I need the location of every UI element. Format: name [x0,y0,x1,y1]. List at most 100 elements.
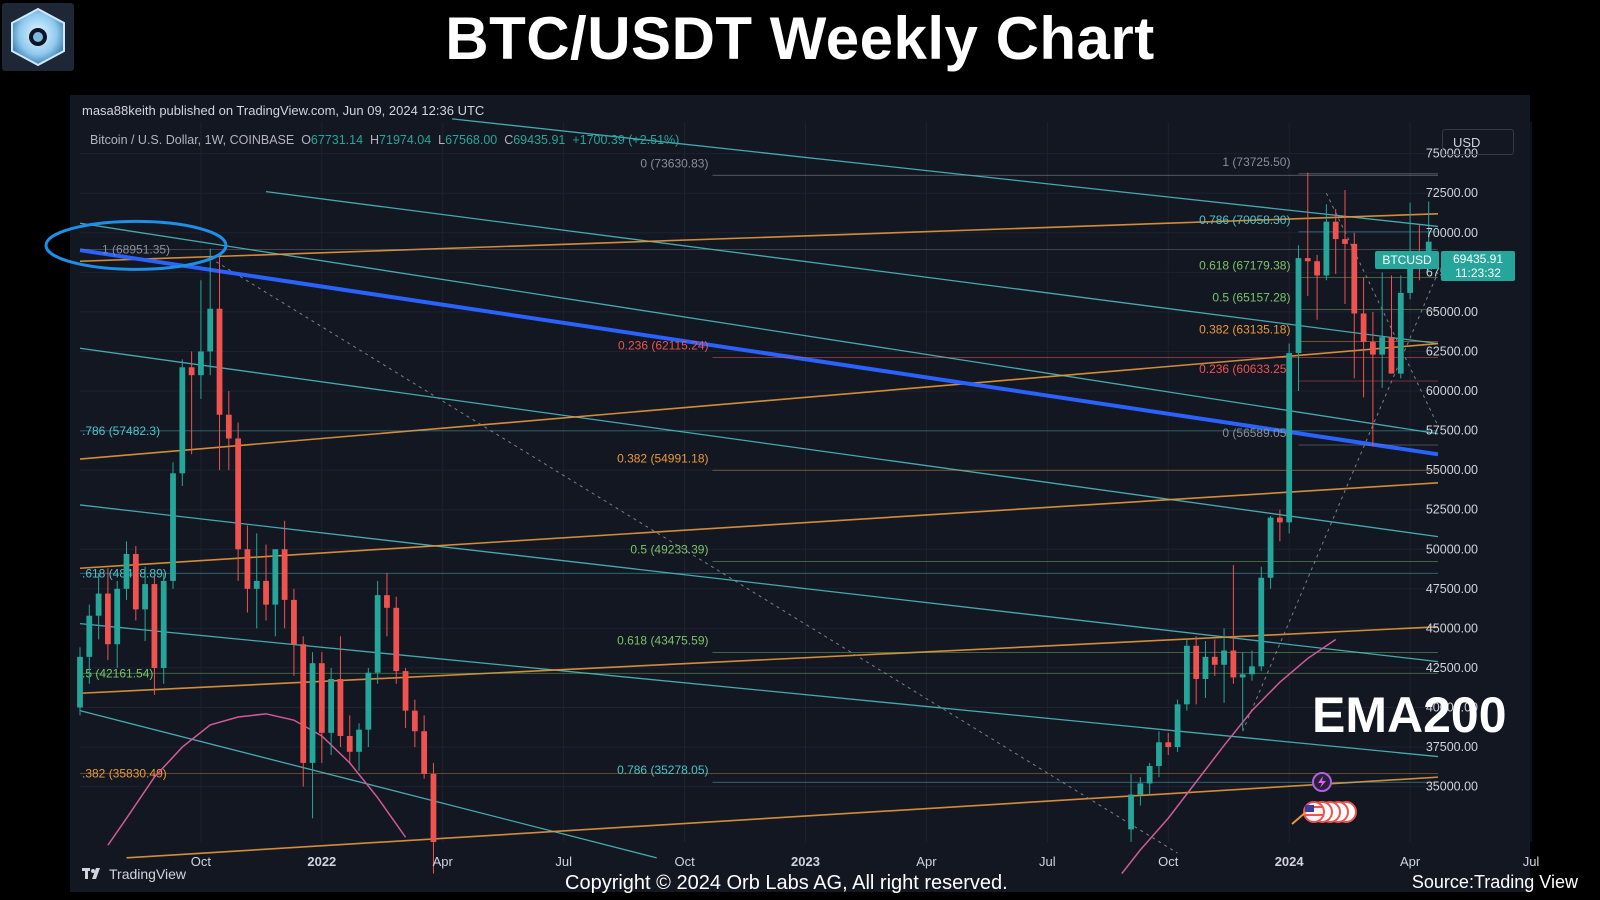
fib-level-label: 0 (56589.05) [1222,426,1290,440]
y-tick-label: 55000.00 [1426,463,1478,477]
candle [272,549,279,637]
price-tag-symbol: BTCUSD [1375,251,1439,269]
candle [1360,277,1367,398]
x-tick-label: Apr [433,854,454,869]
candle [421,715,428,779]
y-tick-label: 60000.00 [1426,384,1478,398]
candle-body [272,549,279,605]
candle-body [365,672,372,730]
candle [105,568,111,661]
candle-body [198,351,204,376]
channel-line-teal [79,710,657,859]
close-value: 69435.91 [513,133,566,147]
candle [1137,777,1144,806]
ema200-line [107,713,407,846]
candle-body [300,644,307,763]
candle-body [1183,645,1190,705]
price-tag-value: 69435.91 11:23:32 [1441,251,1515,281]
candle-body [1128,794,1134,830]
candle-body [1388,337,1395,374]
candle-body [1370,341,1376,355]
candle-body [77,656,83,708]
hexagon-orb-icon [2,3,74,71]
candle [77,647,83,716]
price-tag-countdown: 11:23:32 [1455,266,1501,280]
y-tick-label: 62500.00 [1426,344,1478,358]
channel-line-orange [79,342,1439,460]
fib-level-label: .5 (42161.54) [82,666,153,680]
candle [1174,699,1181,752]
candle [263,544,269,621]
candle-body [1221,650,1227,665]
candle-body [142,584,148,610]
candle-body [1360,313,1367,342]
change-value: +1700.39 (+2.51%) [572,133,680,147]
channel-line-orange [126,776,1439,859]
fib-level-label: .786 (57482.3) [82,424,160,438]
candle [384,572,390,637]
candle [1351,232,1358,379]
candle [1276,509,1283,542]
candle-body [132,554,139,610]
source-text: Source:Trading View [1411,872,1578,892]
low-label: L [438,133,446,147]
candle-body [1379,337,1386,355]
candle-body [1211,656,1218,665]
y-tick-label: 47500.00 [1426,582,1478,596]
candle [1314,254,1320,320]
fib-guide-dashed [1242,272,1439,732]
channel-line-orange [79,481,1439,570]
currency-selector[interactable]: USD [1442,129,1514,155]
channel-line-teal [451,118,1439,228]
y-tick-label: 70000.00 [1426,226,1478,240]
fib-level-label: 0.5 (65157.28) [1212,290,1290,304]
candle [1267,516,1274,589]
candle-body [356,729,362,752]
fib-level-label: 0.786 (35278.05) [617,763,708,777]
y-tick-label: 52500.00 [1426,503,1478,517]
fib-level-label: .382 (35830.49) [82,766,167,780]
candle-body [281,549,288,600]
high-label: H [370,133,380,147]
candle-body [430,773,437,842]
y-tick-label: 72500.00 [1426,186,1478,200]
candle [216,256,223,471]
candle-body [393,607,400,672]
last-price-tag: BTCUSD 69435.91 11:23:32 [1375,251,1515,281]
candle [1407,202,1413,300]
candle-body [114,588,121,645]
candle [244,525,251,613]
candle-body [263,580,269,605]
candle-body [86,615,93,657]
high-value: 71974.04 [379,133,432,147]
fib-level-label: 0 (73630.83) [640,156,708,170]
candle [253,533,260,629]
published-info: masa88keith published on TradingView.com… [82,103,485,118]
candle-body [1397,292,1404,374]
candle [1183,639,1190,711]
candle [1165,732,1172,755]
channel-line-teal [79,622,1439,758]
candle [132,546,139,621]
open-label: O [301,133,311,147]
candle [1304,172,1311,297]
candle [300,636,307,787]
event-markers[interactable] [1290,772,1370,826]
fib-guide-dashed [209,257,1178,854]
fib-level-label: 0.382 (63135.18) [1199,322,1290,336]
price-tag-price: 69435.91 [1452,252,1504,266]
candle-body [170,473,176,581]
us-flag-icons[interactable] [1303,801,1357,823]
channel-line-teal [79,504,1439,663]
candle-body [244,549,251,589]
fib-level-label: 0.236 (60633.25) [1199,362,1290,376]
tradingview-logo: TradingView [82,866,186,882]
candle-body [1239,674,1246,678]
candle-body [1286,353,1293,523]
candle-body [1165,742,1172,748]
y-tick-label: 75000.00 [1426,147,1478,161]
candle-body [1174,704,1181,748]
y-tick-label: 57500.00 [1426,424,1478,438]
candle [86,604,93,684]
y-tick-label: 35000.00 [1426,780,1478,794]
